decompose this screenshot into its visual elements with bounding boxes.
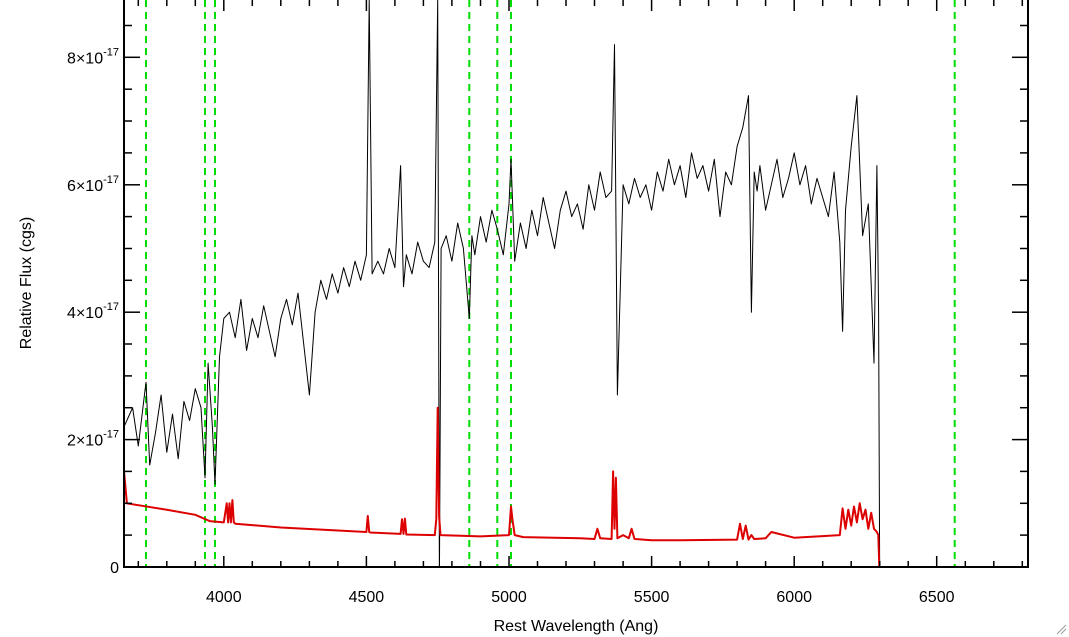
y-axis: 0 2×10-17 4×10-17 6×10-17 8×10-17 bbox=[67, 24, 1028, 577]
resize-grip-icon[interactable] bbox=[1055, 623, 1067, 635]
x-axis: 4000 4500 5000 5500 6000 6500 bbox=[137, 0, 1024, 606]
plot-frame bbox=[123, 0, 1029, 568]
series-layer bbox=[124, 0, 881, 567]
y-axis-title: Relative Flux (cgs) bbox=[18, 217, 35, 349]
x-tick-label-5000: 5000 bbox=[491, 589, 527, 606]
series-line-1 bbox=[124, 406, 881, 567]
x-tick-label-5500: 5500 bbox=[634, 589, 670, 606]
x-tick-label-6500: 6500 bbox=[919, 589, 955, 606]
y-tick-label-2×10^-17: 2×10-17 bbox=[67, 429, 119, 450]
series-line-0 bbox=[124, 0, 881, 567]
y-tick-label-0: 0 bbox=[110, 560, 119, 577]
y-tick-label-4×10^-17: 4×10-17 bbox=[67, 301, 119, 322]
x-tick-label-6000: 6000 bbox=[776, 589, 812, 606]
x-axis-title: Rest Wavelength (Ang) bbox=[494, 618, 659, 635]
x-tick-label-4500: 4500 bbox=[349, 589, 385, 606]
y-tick-label-6×10^-17: 6×10-17 bbox=[67, 174, 119, 195]
x-tick-label-4000: 4000 bbox=[206, 589, 242, 606]
y-tick-label-8×10^-17: 8×10-17 bbox=[67, 46, 119, 67]
reference-lines bbox=[145, 0, 956, 567]
